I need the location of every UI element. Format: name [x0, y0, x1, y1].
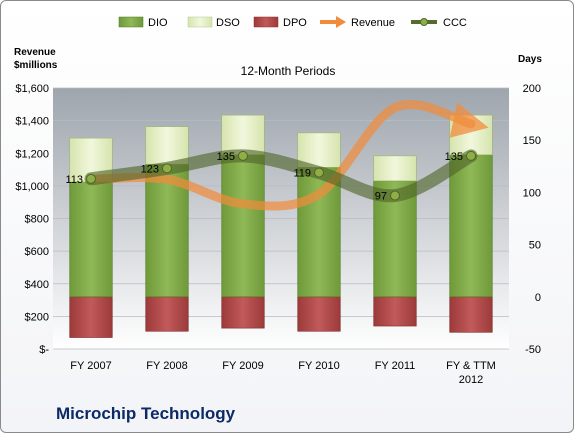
ccc-data-label: 135 [445, 151, 463, 163]
ccc-data-label: 97 [375, 191, 387, 203]
x-tick-label: FY 2011 [375, 360, 416, 372]
dio-bar [69, 181, 113, 298]
legend-revenue-arrow-icon [320, 16, 346, 28]
right-axis-ticks: -50 0 50 100 150 200 [523, 83, 541, 356]
left-axis-title-line2: $millions [14, 60, 58, 71]
x-tick-label: FY 2009 [222, 360, 263, 372]
left-tick-label: $1,600 [15, 83, 49, 95]
ccc-data-label: 123 [141, 163, 159, 175]
legend-ccc-label: CCC [443, 17, 467, 29]
legend-dso-swatch [187, 16, 213, 28]
right-tick-label: 150 [523, 135, 541, 147]
dpo-bar [449, 296, 493, 333]
right-tick-label: 200 [523, 83, 541, 95]
right-tick-label: 100 [523, 187, 541, 199]
legend-dpo-label: DPO [283, 17, 307, 29]
ccc-point [162, 163, 172, 174]
gridlines [53, 87, 509, 350]
company-title: Microchip Technology [56, 404, 236, 423]
ccc-series: 113 123 135 119 97 135 [65, 149, 478, 203]
x-tick-label-line2: 2012 [459, 374, 483, 386]
left-tick-label: $200 [25, 311, 49, 323]
dio-bar [221, 154, 265, 298]
dso-bar [373, 155, 417, 182]
right-tick-label: 50 [529, 240, 541, 252]
legend-revenue-label: Revenue [351, 17, 395, 29]
left-axis-ticks: $- $200 $400 $600 $800 $1,000 $1,200 $1,400 $1,6… [15, 83, 49, 356]
dpo-bar [145, 296, 189, 332]
ccc-data-label: 119 [293, 168, 311, 180]
x-tick-label: FY 2008 [146, 360, 187, 372]
legend-dpo-swatch [253, 16, 279, 28]
left-tick-label: $800 [25, 214, 49, 226]
x-tick-label: FY 2007 [70, 360, 111, 372]
ccc-data-label: 135 [217, 151, 235, 163]
x-tick-label: FY 2010 [298, 360, 339, 372]
left-tick-label: $600 [25, 246, 49, 258]
ccc-point [390, 190, 400, 201]
left-axis-title-line1: Revenue [14, 47, 56, 58]
left-tick-label: $400 [25, 279, 49, 291]
left-tick-label: $1,000 [15, 181, 49, 193]
dso-bar [221, 114, 265, 156]
right-tick-label: 0 [535, 292, 541, 304]
ccc-point [86, 173, 96, 184]
right-axis-title: Days [518, 54, 542, 65]
dso-bar [145, 126, 189, 165]
legend-ccc-line-icon [411, 18, 437, 26]
legend-dio-label: DIO [148, 17, 168, 29]
ccc-point [314, 167, 324, 178]
left-tick-label: $1,400 [15, 116, 49, 128]
legend: DIO DSO DPO Revenue CCC [118, 16, 467, 29]
revenue-series [86, 100, 489, 211]
revenue-line [86, 100, 489, 211]
left-tick-label: $1,200 [15, 148, 49, 160]
legend-dio-swatch [118, 16, 144, 28]
ccc-point [238, 150, 248, 161]
ccc-point [466, 150, 476, 161]
dpo-bar [297, 296, 341, 332]
dio-bar [449, 154, 493, 298]
dpo-bar [69, 296, 113, 338]
dpo-bar [221, 296, 265, 329]
dpo-bar [373, 296, 417, 327]
right-tick-label: -50 [525, 344, 541, 356]
ccc-data-label: 113 [65, 174, 83, 186]
left-tick-label: $- [39, 344, 49, 356]
legend-dso-label: DSO [216, 17, 240, 29]
x-axis-ticks: FY 2007 FY 2008 FY 2009 FY 2010 FY 2011 FY & … [70, 360, 496, 386]
chart-subtitle: 12-Month Periods [241, 64, 336, 78]
x-tick-label: FY & TTM [446, 360, 496, 372]
